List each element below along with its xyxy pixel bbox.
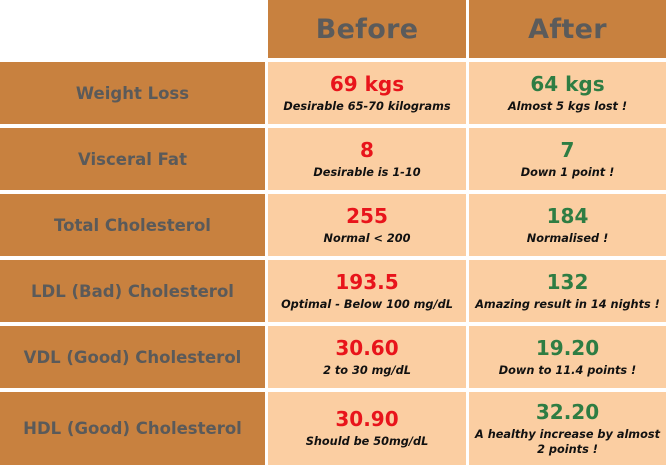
after-value: 19.20 xyxy=(535,335,600,360)
after-note: Amazing result in 14 nights ! xyxy=(475,297,660,311)
after-column-header: After xyxy=(469,0,666,58)
row-label-hdl-cholesterol: HDL (Good) Cholesterol xyxy=(0,392,265,465)
after-note: Down to 11.4 points ! xyxy=(498,363,637,377)
after-note: Normalised ! xyxy=(526,231,609,245)
after-cell-visceral-fat: 7 Down 1 point ! xyxy=(469,128,666,190)
before-note: Should be 50mg/dL xyxy=(305,435,429,448)
before-value: 30.90 xyxy=(335,407,399,431)
before-cell-visceral-fat: 8 Desirable is 1-10 xyxy=(268,128,466,190)
row-label-total-cholesterol: Total Cholesterol xyxy=(0,194,265,256)
before-value: 8 xyxy=(360,137,374,162)
after-value: 7 xyxy=(560,137,575,162)
after-note: Almost 5 kgs lost ! xyxy=(507,99,628,113)
before-note: Desirable 65-70 kilograms xyxy=(283,99,451,113)
before-value: 30.60 xyxy=(335,335,399,360)
before-value: 193.5 xyxy=(335,269,399,294)
before-cell-total-cholesterol: 255 Normal < 200 xyxy=(268,194,466,256)
row-label-ldl-cholesterol: LDL (Bad) Cholesterol xyxy=(0,260,265,322)
row-label-visceral-fat: Visceral Fat xyxy=(0,128,265,190)
before-value: 69 kgs xyxy=(329,71,405,96)
after-note: Down 1 point ! xyxy=(520,165,615,179)
before-note: 2 to 30 mg/dL xyxy=(323,363,411,377)
before-cell-weight-loss: 69 kgs Desirable 65-70 kilograms xyxy=(268,62,466,124)
after-cell-total-cholesterol: 184 Normalised ! xyxy=(469,194,666,256)
before-column-header: Before xyxy=(268,0,466,58)
before-note: Optimal - Below 100 mg/dL xyxy=(281,297,453,311)
before-cell-vdl-cholesterol: 30.60 2 to 30 mg/dL xyxy=(268,326,466,388)
before-note: Desirable is 1-10 xyxy=(313,165,421,179)
after-value: 64 kgs xyxy=(530,71,605,96)
before-note: Normal < 200 xyxy=(323,231,411,245)
row-label-weight-loss: Weight Loss xyxy=(0,62,265,124)
before-cell-hdl-cholesterol: 30.90 Should be 50mg/dL xyxy=(268,392,466,465)
before-cell-ldl-cholesterol: 193.5 Optimal - Below 100 mg/dL xyxy=(268,260,466,322)
row-label-vdl-cholesterol: VDL (Good) Cholesterol xyxy=(0,326,265,388)
after-value: 32.20 xyxy=(535,399,600,424)
after-cell-vdl-cholesterol: 19.20 Down to 11.4 points ! xyxy=(469,326,666,388)
after-value: 184 xyxy=(546,203,589,228)
after-cell-ldl-cholesterol: 132 Amazing result in 14 nights ! xyxy=(469,260,666,322)
before-value: 255 xyxy=(346,203,388,228)
after-cell-weight-loss: 64 kgs Almost 5 kgs lost ! xyxy=(469,62,666,124)
after-value: 132 xyxy=(546,269,589,294)
empty-corner-cell xyxy=(0,0,265,58)
after-note: A healthy increase by almost 2 points ! xyxy=(475,427,660,456)
after-cell-hdl-cholesterol: 32.20 A healthy increase by almost 2 poi… xyxy=(469,392,666,465)
